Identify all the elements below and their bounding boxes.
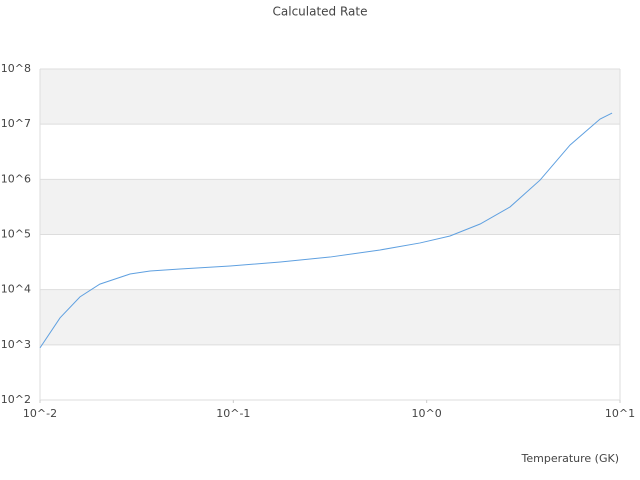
y-tick-label: 10^5 (1, 228, 31, 241)
x-tick-label: 10^-2 (23, 407, 57, 420)
x-axis-label: Temperature (GK) (521, 452, 620, 465)
y-tick-label: 10^8 (1, 62, 31, 75)
grid-band (40, 69, 620, 125)
chart-title: Calculated Rate (273, 5, 368, 19)
x-tick-label: 10^-1 (216, 407, 250, 420)
grid-band (40, 289, 620, 345)
x-tick-label: 10^1 (605, 407, 635, 420)
y-tick-label: 10^7 (1, 117, 31, 130)
y-tick-label: 10^4 (1, 283, 31, 296)
line (39, 112, 613, 349)
grid-band (40, 179, 620, 235)
plot-background (39, 68, 621, 403)
y-tick-label: 10^3 (1, 338, 31, 351)
y-tick-label: 10^6 (1, 172, 31, 185)
y-tick-label: 10^2 (1, 393, 31, 406)
x-tick-label: 10^0 (412, 407, 442, 420)
